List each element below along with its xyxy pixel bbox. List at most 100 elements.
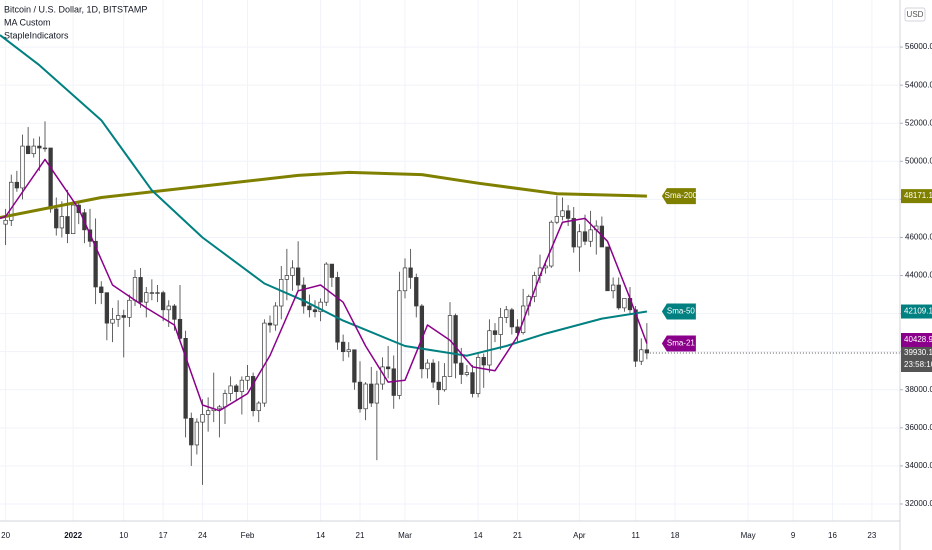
candle-body <box>565 210 571 219</box>
currency-label[interactable]: USD <box>907 10 924 19</box>
candle-body <box>312 309 318 313</box>
candle-body <box>633 309 638 362</box>
candle-body <box>340 341 346 353</box>
candle-body <box>554 216 560 223</box>
candle-body <box>639 349 644 362</box>
candle-body <box>234 385 239 392</box>
candle-body <box>245 376 250 381</box>
candle-body <box>267 322 273 326</box>
candle-body <box>160 292 166 311</box>
candle-body <box>183 337 188 419</box>
candle-body <box>20 145 25 189</box>
candle-body <box>357 381 363 410</box>
y-tick-label: 52000.00 <box>905 118 932 127</box>
ma-tag <box>661 335 696 352</box>
ma-line <box>0 170 647 219</box>
candle-body <box>459 362 464 375</box>
ma-tag-label: Sma-50 <box>667 307 696 316</box>
candle-body <box>318 301 323 313</box>
candle-body <box>352 349 357 383</box>
candle-body <box>132 277 138 301</box>
candle-body <box>425 362 430 370</box>
candle-body <box>93 240 98 288</box>
candle-body <box>560 210 565 217</box>
x-tick-label: Feb <box>241 531 255 540</box>
x-tick-label: 14 <box>474 531 483 540</box>
candle-body <box>453 315 458 364</box>
candle-body <box>239 379 245 392</box>
x-tick-label: Apr <box>573 531 586 540</box>
ma-axis-tag <box>901 304 932 319</box>
candle-body <box>42 147 48 150</box>
candle-body <box>487 330 492 366</box>
candle-body <box>99 286 104 294</box>
x-tick-label: 17 <box>159 531 168 540</box>
x-tick-label: Mar <box>398 531 412 540</box>
y-tick-label: 32000.00 <box>905 499 932 508</box>
candle-body <box>65 216 70 234</box>
currency-button[interactable] <box>904 7 926 22</box>
candle-body <box>504 309 509 318</box>
candle-body <box>447 315 453 377</box>
candle-body <box>155 292 160 294</box>
countdown: 23:58:10 <box>904 360 932 369</box>
candle-body <box>59 216 65 229</box>
ma-axis-label: 42109.14 <box>904 307 932 316</box>
candle-body <box>363 383 368 410</box>
candle-body <box>571 218 576 248</box>
candle-body <box>25 145 31 155</box>
x-tick-label: 21 <box>356 531 365 540</box>
candle-body <box>374 383 380 404</box>
candle-body <box>205 410 211 415</box>
ma-tag <box>661 303 696 320</box>
y-tick-label: 46000.00 <box>905 233 932 242</box>
candle-body <box>149 292 155 294</box>
x-tick-label: 21 <box>513 531 522 540</box>
x-tick-label: 14 <box>316 531 325 540</box>
candle-body <box>509 309 515 328</box>
candle-body <box>54 208 59 229</box>
indicator-name: StapleIndicators <box>4 30 69 40</box>
candle-body <box>622 298 627 309</box>
ma-line <box>0 158 648 412</box>
candle-body <box>250 376 256 412</box>
candle-body <box>284 275 290 280</box>
ma-axis-label: 40428.90 <box>904 335 932 344</box>
candle-body <box>48 147 53 210</box>
candle-body <box>222 393 228 408</box>
candle-body <box>273 305 278 326</box>
candle-body <box>301 284 306 307</box>
y-tick-label: 38000.00 <box>905 385 932 394</box>
candle-body <box>200 414 205 423</box>
candle-body <box>430 362 436 383</box>
candle-body <box>307 305 312 311</box>
y-tick-label: 50000.00 <box>905 156 932 165</box>
candle-body <box>110 318 115 324</box>
candle-body <box>290 267 295 276</box>
candle-body <box>127 299 132 318</box>
candle-body <box>37 145 42 149</box>
x-tick-label: 23 <box>867 531 876 540</box>
x-tick-label: 10 <box>119 531 128 540</box>
candle-body <box>385 366 391 370</box>
candle-body <box>402 267 408 292</box>
candle-body <box>436 381 441 391</box>
candle-body <box>256 402 261 412</box>
candle-body <box>194 421 200 446</box>
candle-body <box>177 318 183 339</box>
candle-body <box>475 357 481 394</box>
candle-body <box>166 305 171 311</box>
candle-body <box>442 376 447 391</box>
candle-body <box>138 277 143 303</box>
ma-axis-tag <box>901 333 932 348</box>
x-tick-label: 24 <box>198 531 207 540</box>
candle-body <box>295 267 301 286</box>
x-tick-label: 16 <box>828 531 837 540</box>
candle-body <box>31 145 36 155</box>
candle-body <box>644 349 650 354</box>
candle-body <box>228 385 233 394</box>
candle-body <box>217 406 222 410</box>
x-tick-label: 11 <box>631 531 640 540</box>
candle-body <box>329 263 335 278</box>
candle-body <box>70 204 76 234</box>
